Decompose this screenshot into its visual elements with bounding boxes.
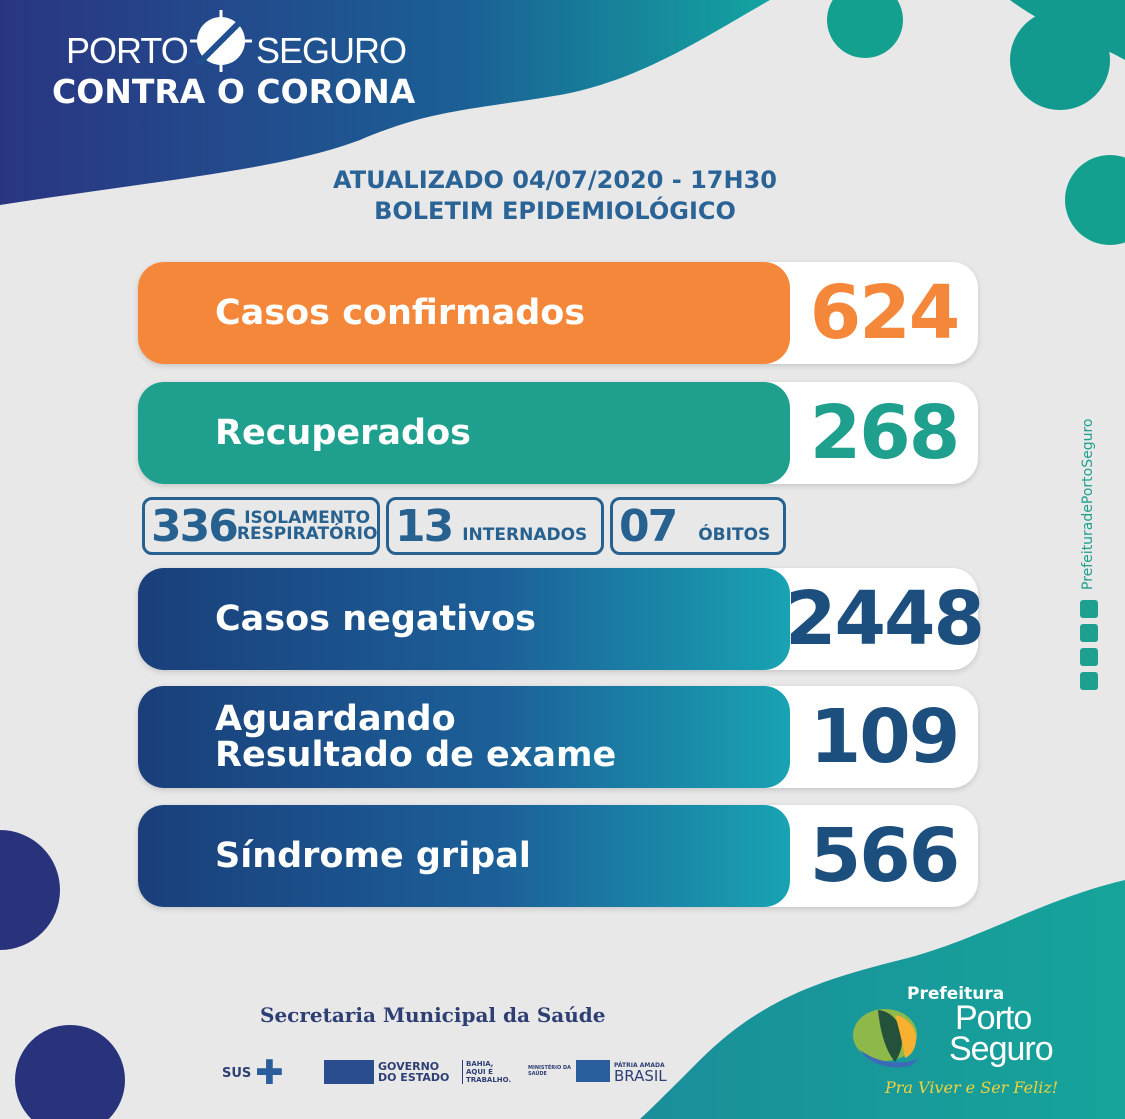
stat-value: 624 [809,270,960,356]
stat-flu-syndrome: Síndrome gripal 566 [138,805,978,907]
stat-deaths: 07 ÓBITOS [610,497,786,555]
virus-decoration [827,0,1125,245]
brand-line1: PORTO SEGURO [66,30,407,72]
secretaria-title: Secretaria Municipal da Saúde [260,1003,606,1027]
top-left-wave [0,0,770,205]
stat-negative: Casos negativos 2448 [138,568,985,670]
governo-logo: GOVERNO DO ESTADO BAHIA, AQUI É TRABALHO… [324,1060,511,1084]
prefeitura-text: Prefeitura [907,984,1005,1004]
small-stat-value: 336 [151,500,239,552]
small-stat-label: ISOLAMENTO RESPIRATÓRIO [236,508,378,544]
label-line1: Aguardando [215,699,456,739]
sus-text: SUS [222,1065,252,1081]
instagram-icon[interactable] [1080,600,1098,618]
social-handle[interactable]: PrefeituradePortoSeguro [1080,418,1096,590]
stat-recovered: Recuperados 268 [138,382,978,484]
stat-value: 566 [809,813,960,899]
stat-value: 2448 [785,576,985,662]
stat-value: 109 [809,694,960,780]
governo-text: GOVERNO DO ESTADO [378,1060,450,1084]
stat-isolation: 336 ISOLAMENTO RESPIRATÓRIO [142,497,380,555]
brand-line2: CONTRA O CORONA [52,72,416,111]
seguro-text: Seguro [949,1030,1054,1068]
stat-label: Casos confirmados [138,262,790,364]
stat-label: Aguardando Resultado de exame [138,686,790,788]
virus-logo-icon [190,10,252,72]
stat-value: 268 [809,390,960,476]
prefeitura-leaf-icon [853,1009,920,1068]
plus-icon: ✚ [255,1053,284,1093]
slogan: Pra Viver e Ser Feliz! [885,1078,1059,1097]
virus-decoration-bottom-left [0,830,125,1119]
brasil-text: BRASIL [614,1067,667,1085]
prefeitura-logo-mark [850,1000,930,1070]
small-stat-label: INTERNADOS [462,525,588,545]
small-stat-value: 07 [619,500,678,552]
brasil-tagline: PÁTRIA AMADA [614,1062,665,1069]
social-bar: PrefeituradePortoSeguro [1070,410,1110,710]
brand-seguro: SEGURO [256,30,407,71]
bottom-right-wave [640,880,1125,1119]
updated-date: ATUALIZADO 04/07/2020 - 17H30 [333,166,777,194]
ministerio-text: MINISTÉRIO DA SAÚDE [528,1065,572,1077]
porto-text: Porto [955,999,1032,1037]
facebook-icon[interactable] [1080,648,1098,666]
stat-confirmed: Casos confirmados 624 [138,262,978,364]
stat-hospitalized: 13 INTERNADOS [386,497,604,555]
brasil-logo: MINISTÉRIO DA SAÚDE PÁTRIA AMADA BRASIL [528,1060,667,1085]
small-stat-value: 13 [395,500,454,552]
sus-logo: SUS ✚ [222,1053,284,1093]
stat-label: Casos negativos [138,568,790,670]
stat-label: Recuperados [138,382,790,484]
bahia-text: BAHIA, AQUI É TRABALHO. [462,1060,511,1084]
label-line2: RESPIRATÓRIO [236,524,378,544]
brand-porto: PORTO [66,30,189,71]
small-stat-label: ÓBITOS [698,525,771,545]
label-line2: Resultado de exame [215,735,617,775]
porto-seguro-wordmark: Porto Seguro [949,999,1054,1066]
flickr-icon[interactable] [1080,624,1098,642]
stat-label: Síndrome gripal [138,805,790,907]
bahia-flag-icon [324,1060,374,1084]
stat-awaiting: Aguardando Resultado de exame 109 [138,686,978,788]
youtube-icon[interactable] [1080,672,1098,690]
bulletin-title: BOLETIM EPIDEMIOLÓGICO [374,197,736,225]
brasil-mark-icon [576,1060,610,1082]
label-line1: ISOLAMENTO [244,508,371,528]
